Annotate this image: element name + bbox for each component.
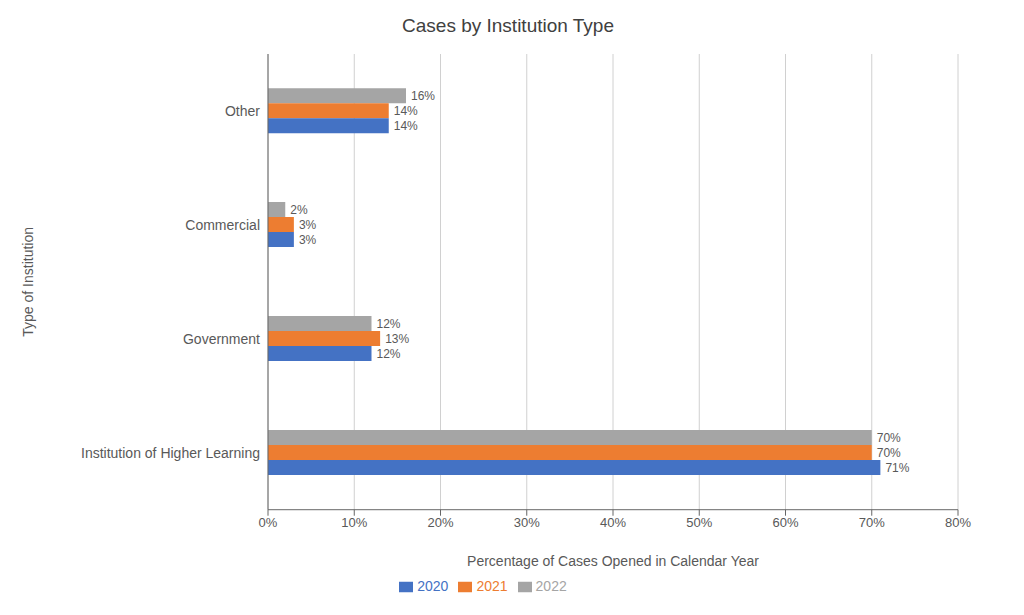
html-text:2021: 2021 (476, 577, 508, 594)
svg-text:16%: 16% (411, 89, 435, 103)
svg-text:80%: 80% (945, 515, 971, 530)
svg-text:10%: 10% (341, 515, 367, 530)
svg-text:3%: 3% (299, 218, 317, 232)
html-text:Cases by Institution Type: Cases by Institution Type (402, 15, 614, 36)
svg-text:70%: 70% (859, 515, 885, 530)
svg-text:Type of Institution: Type of Institution (20, 227, 36, 337)
svg-text:40%: 40% (600, 515, 626, 530)
svg-text:Institution of Higher Learning: Institution of Higher Learning (81, 445, 260, 461)
svg-text:14%: 14% (394, 119, 418, 133)
svg-text:30%: 30% (514, 515, 540, 530)
svg-text:13%: 13% (385, 332, 409, 346)
svg-text:12%: 12% (377, 347, 401, 361)
html-text:2022: 2022 (535, 577, 567, 594)
svg-text:70%: 70% (877, 446, 901, 460)
html-text:2020: 2020 (417, 577, 449, 594)
svg-text:Commercial: Commercial (185, 217, 260, 233)
svg-text:20%: 20% (427, 515, 453, 530)
svg-text:Other: Other (225, 103, 260, 119)
svg-text:Government: Government (183, 331, 260, 347)
svg-text:71%: 71% (885, 461, 909, 475)
svg-text:14%: 14% (394, 104, 418, 118)
svg-text:2%: 2% (290, 203, 308, 217)
svg-text:60%: 60% (772, 515, 798, 530)
svg-text:70%: 70% (877, 431, 901, 445)
svg-text:50%: 50% (686, 515, 712, 530)
svg-text:Percentage of Cases Opened in: Percentage of Cases Opened in Calendar Y… (467, 553, 759, 569)
svg-text:0%: 0% (259, 515, 278, 530)
svg-text:3%: 3% (299, 233, 317, 247)
svg-text:12%: 12% (377, 317, 401, 331)
